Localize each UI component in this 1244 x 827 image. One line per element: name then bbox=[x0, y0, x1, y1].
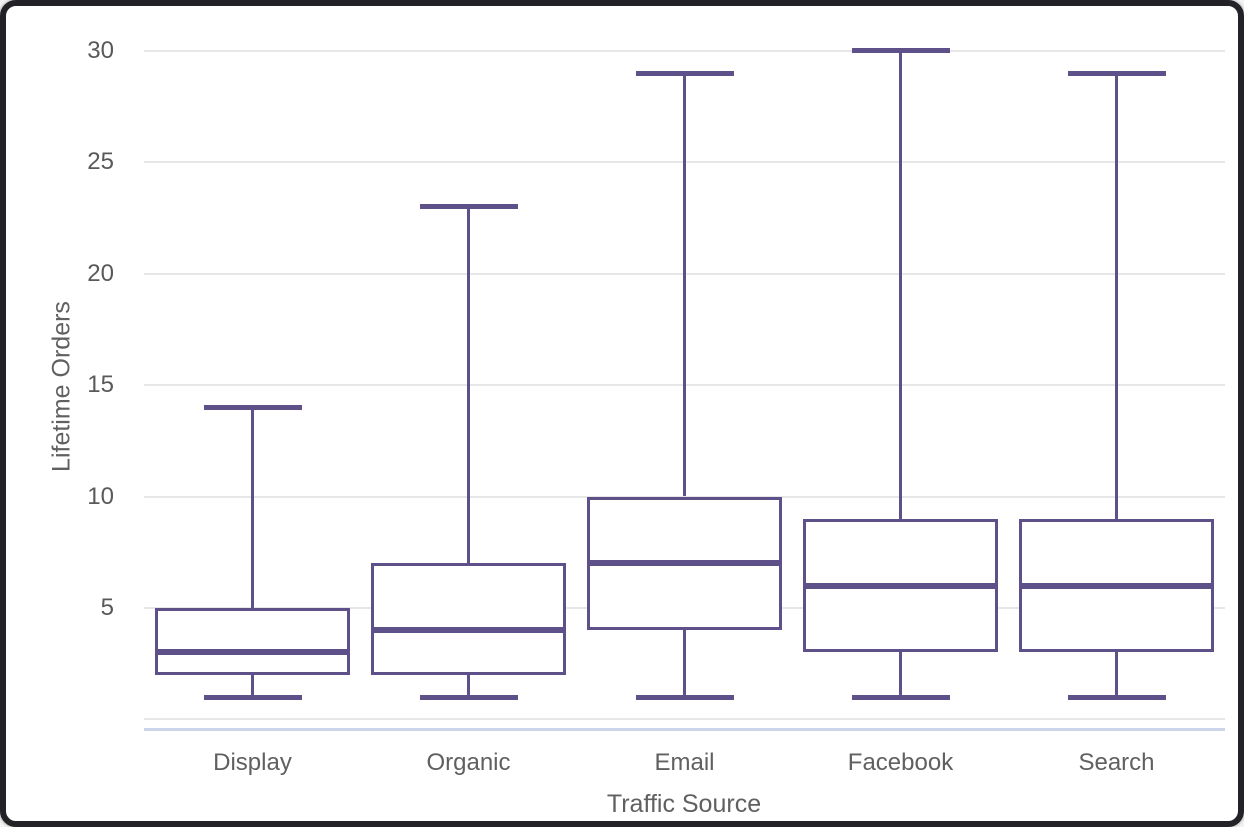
median-organic bbox=[374, 627, 563, 634]
whisker-lower-search bbox=[1115, 652, 1118, 697]
y-tick-label-25: 25 bbox=[87, 148, 114, 176]
cap-max-facebook bbox=[851, 48, 950, 54]
cap-max-search bbox=[1067, 70, 1166, 76]
cap-min-search bbox=[1067, 694, 1166, 700]
y-tick-label-10: 10 bbox=[87, 482, 114, 510]
gridline-y-0 bbox=[143, 718, 1225, 721]
box-search bbox=[1019, 518, 1214, 653]
box-email bbox=[587, 496, 782, 631]
whisker-upper-display bbox=[251, 407, 254, 608]
cap-max-display bbox=[203, 404, 302, 410]
box-plot-canvas: 5 10 15 20 25 30 Display Organic Email Facebook S… bbox=[6, 6, 1238, 821]
box-organic bbox=[371, 563, 566, 675]
whisker-lower-display bbox=[251, 674, 254, 697]
median-search bbox=[1022, 582, 1211, 589]
median-display bbox=[158, 649, 347, 656]
box-facebook bbox=[803, 518, 998, 653]
gridline-y-30 bbox=[143, 49, 1225, 52]
whisker-upper-facebook bbox=[899, 50, 902, 519]
cap-min-email bbox=[635, 694, 734, 700]
x-tick-label-organic: Organic bbox=[426, 749, 511, 776]
y-tick-label-30: 30 bbox=[87, 36, 114, 64]
whisker-upper-search bbox=[1115, 73, 1118, 519]
x-tick-label-facebook: Facebook bbox=[847, 749, 954, 776]
cap-max-organic bbox=[419, 204, 518, 210]
cap-min-organic bbox=[419, 694, 518, 700]
x-axis-title: Traffic Source bbox=[606, 790, 762, 818]
y-tick-label-20: 20 bbox=[87, 259, 114, 287]
whisker-lower-email bbox=[683, 630, 686, 697]
x-axis-baseline bbox=[143, 727, 1225, 731]
x-tick-label-display: Display bbox=[213, 749, 292, 776]
cap-max-email bbox=[635, 70, 734, 76]
x-tick-label-search: Search bbox=[1078, 749, 1155, 776]
cap-min-facebook bbox=[851, 694, 950, 700]
cap-min-display bbox=[203, 694, 302, 700]
box-display bbox=[155, 607, 350, 675]
y-tick-label-15: 15 bbox=[87, 371, 114, 399]
whisker-lower-organic bbox=[467, 674, 470, 697]
x-tick-label-email: Email bbox=[654, 749, 715, 776]
median-email bbox=[590, 560, 779, 567]
y-tick-label-5: 5 bbox=[100, 593, 114, 621]
y-axis-title: Lifetime Orders bbox=[47, 301, 76, 472]
whisker-lower-facebook bbox=[899, 652, 902, 697]
whisker-upper-organic bbox=[467, 206, 470, 564]
median-facebook bbox=[806, 582, 995, 589]
whisker-upper-email bbox=[683, 73, 686, 497]
